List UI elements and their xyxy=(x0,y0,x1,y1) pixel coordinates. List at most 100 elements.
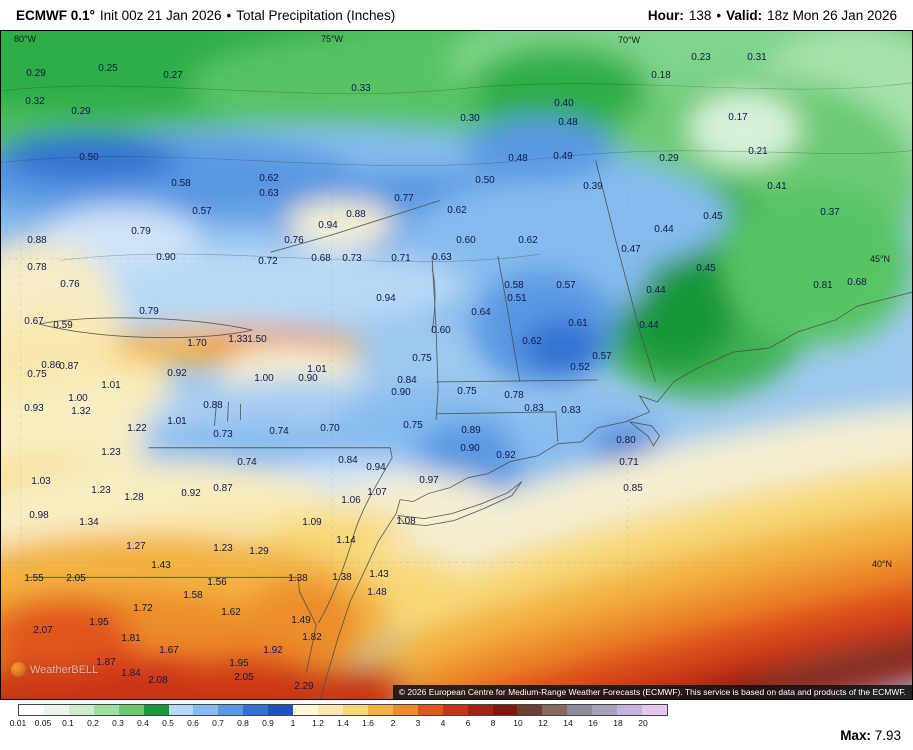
colorbar-cell xyxy=(592,705,618,715)
precip-value-label: 0.94 xyxy=(376,293,396,304)
precip-value-label: 1.34 xyxy=(79,517,99,528)
colorbar-cell xyxy=(19,705,44,715)
precip-value-label: 0.60 xyxy=(456,235,476,246)
precip-value-label: 1.87 xyxy=(96,657,116,668)
colorbar-tick: 18 xyxy=(613,718,623,728)
precip-value-label: 0.59 xyxy=(53,320,73,331)
colorbar-cell xyxy=(318,705,343,715)
contour-lines xyxy=(1,82,912,263)
colorbar-cell xyxy=(268,705,294,715)
colorbar-cell xyxy=(542,705,568,715)
precip-value-label: 0.21 xyxy=(748,146,768,157)
precip-value-label: 0.74 xyxy=(269,426,289,437)
colorbar-tick: 0.5 xyxy=(162,718,174,728)
precip-value-label: 1.43 xyxy=(151,560,171,571)
colorbar-tick: 0.01 xyxy=(9,718,27,728)
precip-value-label: 0.92 xyxy=(167,368,187,379)
precip-value-label: 0.25 xyxy=(98,63,118,74)
precip-value-label: 0.17 xyxy=(728,112,748,123)
precip-value-label: 0.62 xyxy=(518,235,538,246)
precip-value-label: 1.32 xyxy=(71,406,91,417)
precip-value-label: 1.06 xyxy=(341,495,361,506)
latlon-label: 75°W xyxy=(320,34,344,44)
colorbar-tick: 16 xyxy=(588,718,598,728)
precip-value-label: 2.08 xyxy=(148,675,168,686)
precip-value-label: 1.72 xyxy=(133,603,153,614)
precip-value-label: 0.29 xyxy=(71,106,91,117)
colorbar-cell xyxy=(43,705,69,715)
precip-value-label: 0.40 xyxy=(554,98,574,109)
precip-value-label: 0.60 xyxy=(431,325,451,336)
colorbar-cell xyxy=(218,705,244,715)
precip-value-label: 0.27 xyxy=(163,70,183,81)
precip-value-label: 0.89 xyxy=(461,425,481,436)
precip-value-label: 0.62 xyxy=(447,205,467,216)
precip-value-label: 1.28 xyxy=(124,492,144,503)
precip-value-label: 1.33 xyxy=(228,334,248,345)
precip-value-label: 1.22 xyxy=(127,423,147,434)
init-time: Init 00z 21 Jan 2026 xyxy=(99,7,222,23)
precip-value-label: 0.79 xyxy=(139,306,159,317)
precip-value-label: 1.09 xyxy=(302,517,322,528)
model-info: ECMWF 0.1° Init 00z 21 Jan 2026 • Total … xyxy=(16,8,395,23)
precip-value-label: 1.95 xyxy=(89,617,109,628)
precip-value-label: 1.50 xyxy=(247,334,267,345)
precip-value-label: 0.80 xyxy=(616,435,636,446)
precip-value-label: 1.00 xyxy=(254,373,274,384)
colorbar-cell xyxy=(642,705,667,715)
precip-value-label: 0.41 xyxy=(767,181,787,192)
colorbar-tick: 1.4 xyxy=(337,718,349,728)
colorbar-cell xyxy=(193,705,219,715)
precip-value-label: 2.05 xyxy=(66,573,86,584)
legend-footer: 0.01 0.05 0.1 0.2 0.3 0.4 0.5 0.6 0.7 0.8 0.9 1 1.2 1… xyxy=(0,700,913,750)
precip-value-label: 1.43 xyxy=(369,569,389,580)
colorbar-ticks: 0.01 0.05 0.1 0.2 0.3 0.4 0.5 0.6 0.7 0.8 0.9 1 1.2 1… xyxy=(10,718,668,730)
map-header: ECMWF 0.1° Init 00z 21 Jan 2026 • Total … xyxy=(0,0,913,30)
latlon-label: 80°W xyxy=(13,34,37,44)
colorbar-cell xyxy=(168,705,194,715)
colorbar-tick: 0.3 xyxy=(112,718,124,728)
precip-value-label: 0.78 xyxy=(504,390,524,401)
colorbar-cell xyxy=(93,705,119,715)
latlon-gridlines xyxy=(1,31,912,699)
precip-value-label: 0.29 xyxy=(659,153,679,164)
precip-value-label: 0.90 xyxy=(391,387,411,398)
precip-value-label: 0.48 xyxy=(508,153,528,164)
colorbar-tick: 0.7 xyxy=(212,718,224,728)
colorbar-cell xyxy=(367,705,393,715)
precip-value-label: 1.01 xyxy=(101,380,121,391)
precip-value-label: 0.98 xyxy=(29,510,49,521)
precip-value-label: 0.81 xyxy=(813,280,833,291)
precip-value-label: 0.47 xyxy=(621,244,641,255)
watermark-text: WeatherBELL xyxy=(30,663,99,676)
precip-value-label: 1.48 xyxy=(367,587,387,598)
precip-value-label: 0.74 xyxy=(237,457,257,468)
valid-value: 18z Mon 26 Jan 2026 xyxy=(767,7,897,23)
latlon-label: 40°N xyxy=(871,559,893,569)
precip-value-label: 1.27 xyxy=(126,541,146,552)
colorbar-tick: 1.6 xyxy=(362,718,374,728)
precip-value-label: 0.73 xyxy=(213,429,233,440)
precip-value-label: 2.07 xyxy=(33,625,53,636)
colorbar-tick: 4 xyxy=(440,718,446,728)
colorbar-tick: 12 xyxy=(538,718,548,728)
colorbar-tick: 10 xyxy=(513,718,523,728)
precip-value-label: 0.62 xyxy=(259,173,279,184)
precip-value-label: 0.84 xyxy=(338,455,358,466)
colorbar-tick: 6 xyxy=(465,718,471,728)
max-value: Max: 7.93 xyxy=(840,728,901,743)
precip-value-label: 1.92 xyxy=(263,645,283,656)
max-number: 7.93 xyxy=(874,728,901,743)
precip-value-label: 0.44 xyxy=(654,224,674,235)
precip-value-label: 1.03 xyxy=(31,476,51,487)
model-name: ECMWF 0.1° xyxy=(16,7,95,23)
precip-value-label: 0.75 xyxy=(403,420,423,431)
precip-value-label: 0.61 xyxy=(568,318,588,329)
precip-value-label: 0.83 xyxy=(561,405,581,416)
precip-value-label: 0.92 xyxy=(181,488,201,499)
colorbar-cell xyxy=(517,705,543,715)
colorbar-cell xyxy=(293,705,319,715)
precip-value-label: 1.23 xyxy=(101,447,121,458)
colorbar-tick: 0.05 xyxy=(34,718,52,728)
precip-value-label: 0.94 xyxy=(318,220,338,231)
